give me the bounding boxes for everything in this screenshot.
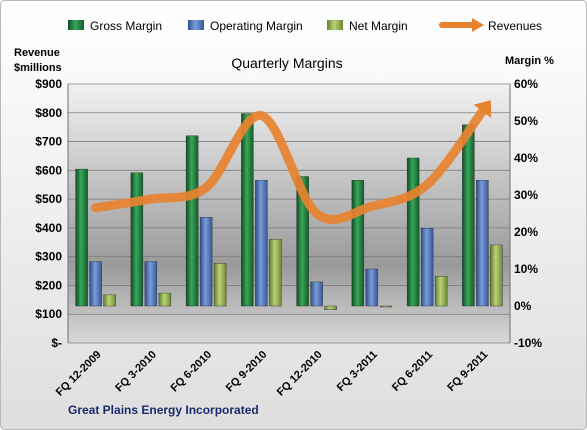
left-tick-label-1: $100 (35, 307, 62, 321)
left-tick-label-3: $300 (35, 250, 62, 264)
bar-net-margin-fq-3-2010 (158, 292, 172, 307)
bar-gross-margin-fq-12-2009 (75, 168, 88, 307)
right-tick-label-0: -10% (514, 336, 542, 350)
revenue-line (91, 106, 487, 224)
bar-net-margin-fq-12-2009 (103, 294, 116, 307)
legend-swatch-net-margin (327, 20, 343, 30)
legend: Gross Margin Operating Margin Net Margin… (68, 18, 542, 33)
legend-swatch-gross-margin (68, 20, 84, 30)
bar-gross-margin-fq-12-2010 (296, 176, 309, 307)
right-tick-label-6: 50% (514, 114, 538, 128)
left-axis-label-line2: $millions (14, 62, 62, 74)
bar-gross-margin-fq-6-2010 (185, 135, 199, 307)
legend-label-revenues: Revenues (488, 19, 542, 33)
bars (75, 113, 503, 310)
revenue-point-fq-12-2010 (316, 213, 318, 215)
bar-net-margin-fq-12-2010 (324, 305, 337, 310)
left-tick-label-9: $900 (35, 77, 62, 91)
right-tick-label-1: 0% (514, 299, 532, 313)
left-tick-label-2: $200 (35, 278, 62, 292)
bar-gross-margin-fq-9-2011 (462, 124, 475, 307)
revenue-point-fq-6-2010 (205, 187, 207, 189)
bar-gross-margin-fq-3-2010 (130, 172, 144, 307)
revenue-arrowhead-icon (473, 100, 492, 118)
legend-arrow-icon (472, 18, 484, 32)
bar-operating-margin-fq-6-2010 (199, 216, 213, 307)
bar-operating-margin-fq-3-2010 (144, 261, 158, 307)
bar-net-margin-fq-9-2010 (269, 239, 282, 307)
company-name: Great Plains Energy Incorporated (68, 403, 259, 417)
left-tick-label-7: $700 (35, 135, 62, 149)
revenue-line-layer (91, 100, 492, 224)
chart-title: Quarterly Margins (231, 55, 342, 71)
revenue-point-fq-3-2010 (150, 198, 152, 200)
legend-item-revenues: Revenues (439, 18, 542, 33)
legend-label-operating-margin: Operating Margin (210, 19, 303, 33)
revenue-point-fq-9-2010 (260, 115, 262, 117)
bar-gross-margin-fq-9-2010 (241, 113, 254, 307)
bar-operating-margin-fq-9-2011 (476, 179, 489, 307)
bar-operating-margin-fq-12-2010 (310, 281, 323, 307)
left-tick-label-5: $500 (35, 192, 62, 206)
bar-net-margin-fq-3-2011 (379, 305, 393, 308)
left-tick-label-8: $800 (35, 106, 62, 120)
revenue-point-fq-6-2011 (426, 184, 428, 186)
revenue-point-fq-12-2009 (95, 207, 97, 209)
right-tick-label-7: 60% (514, 77, 538, 91)
legend-item-gross-margin: Gross Margin (68, 19, 162, 33)
bar-operating-margin-fq-6-2011 (420, 228, 434, 307)
right-tick-label-3: 20% (514, 225, 538, 239)
right-tick-label-4: 30% (514, 188, 538, 202)
bar-net-margin-fq-6-2010 (213, 263, 227, 307)
bar-net-margin-fq-6-2011 (434, 276, 448, 307)
legend-item-net-margin: Net Margin (327, 19, 408, 33)
right-tick-label-2: 10% (514, 262, 538, 276)
right-axis-label: Margin % (505, 55, 554, 67)
bar-operating-margin-fq-3-2011 (365, 268, 379, 307)
right-tick-label-5: 40% (514, 151, 538, 165)
bar-operating-margin-fq-12-2009 (89, 261, 102, 307)
revenue-point-fq-3-2011 (371, 205, 373, 207)
bar-operating-margin-fq-9-2010 (255, 179, 268, 307)
left-tick-label-4: $400 (35, 221, 62, 235)
bar-gross-margin-fq-3-2011 (351, 179, 365, 307)
left-tick-label-0: $- (51, 336, 62, 350)
legend-label-net-margin: Net Margin (349, 19, 408, 33)
legend-label-gross-margin: Gross Margin (90, 19, 162, 33)
bar-net-margin-fq-9-2011 (490, 244, 503, 307)
left-axis-label-line1: Revenue (14, 47, 60, 59)
bar-gross-margin-fq-6-2011 (406, 157, 420, 307)
left-tick-label-6: $600 (35, 163, 62, 177)
legend-swatch-operating-margin (188, 20, 204, 30)
legend-item-operating-margin: Operating Margin (188, 19, 303, 33)
